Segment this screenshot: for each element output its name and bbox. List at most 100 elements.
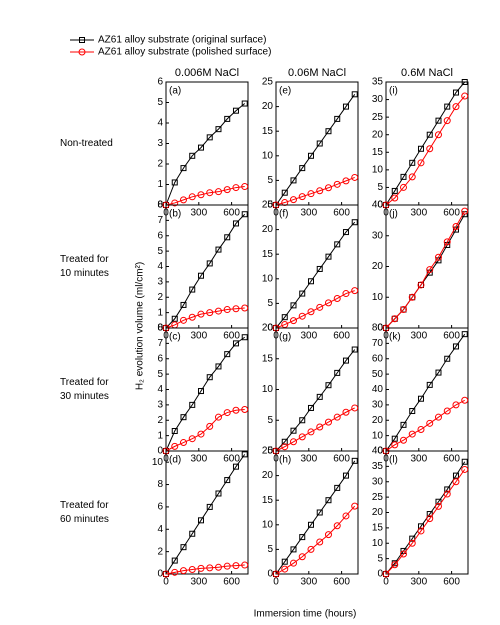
marker xyxy=(333,522,341,530)
marker xyxy=(214,413,222,421)
y-tick-label: 0 xyxy=(267,200,273,211)
marker xyxy=(206,309,214,317)
y-tick-label: 10 xyxy=(372,538,384,549)
marker xyxy=(434,502,442,510)
column-title: 0.06M NaCl xyxy=(288,67,346,79)
y-tick-label: 5 xyxy=(267,298,273,309)
marker xyxy=(417,159,425,167)
x-tick-label: 600 xyxy=(333,208,350,219)
marker xyxy=(214,307,222,315)
series-line xyxy=(165,564,245,575)
series-line xyxy=(385,95,466,206)
marker xyxy=(324,531,332,539)
marker xyxy=(426,145,434,153)
marker xyxy=(417,145,424,152)
marker xyxy=(334,241,341,248)
series-line xyxy=(385,333,466,452)
marker xyxy=(461,458,468,465)
y-tick-label: 6 xyxy=(157,502,163,513)
marker xyxy=(188,193,196,201)
y-tick-label: 80 xyxy=(372,323,384,334)
marker xyxy=(333,413,341,421)
marker xyxy=(452,89,459,96)
y-tick-label: 10 xyxy=(372,164,384,175)
marker xyxy=(391,435,398,442)
marker xyxy=(171,557,178,564)
marker xyxy=(215,363,222,370)
y-tick-label: 3 xyxy=(157,400,163,411)
marker xyxy=(333,180,341,188)
y-tick-label: 8 xyxy=(157,323,163,334)
y-tick-label: 5 xyxy=(267,175,273,186)
marker xyxy=(461,207,469,215)
panel: 0 2 4 6 8 10 0 300 600 (d) xyxy=(152,450,249,588)
y-tick-label: 15 xyxy=(262,353,274,364)
marker xyxy=(452,478,460,486)
marker xyxy=(197,388,204,395)
marker xyxy=(289,559,297,567)
marker xyxy=(417,425,425,433)
series-line xyxy=(275,221,356,329)
series-line xyxy=(165,307,245,329)
x-tick-label: 300 xyxy=(300,577,317,588)
y-tick-label: 10 xyxy=(262,519,274,530)
panel-label: (i) xyxy=(389,86,398,97)
marker xyxy=(351,91,358,98)
marker xyxy=(351,287,359,295)
marker xyxy=(342,103,349,110)
series-line xyxy=(275,460,356,575)
y-tick-label: 25 xyxy=(372,492,384,503)
y-tick-label: 35 xyxy=(372,77,384,88)
y-tick-label: 15 xyxy=(372,523,384,534)
y-tick-label: 4 xyxy=(157,118,163,129)
y-tick-label: 0 xyxy=(157,569,163,580)
series-line xyxy=(385,399,465,452)
marker xyxy=(400,421,407,428)
series-line xyxy=(165,103,246,206)
marker xyxy=(232,406,240,414)
y-tick-label: 7 xyxy=(157,338,163,349)
marker xyxy=(232,562,240,570)
y-tick-label: 0 xyxy=(157,446,163,457)
y-tick-label: 0 xyxy=(377,569,383,580)
marker xyxy=(452,472,459,479)
marker xyxy=(391,315,399,323)
marker xyxy=(409,408,416,415)
marker xyxy=(434,253,442,261)
marker xyxy=(241,304,249,312)
marker xyxy=(408,293,416,301)
x-tick-label: 600 xyxy=(223,208,240,219)
series-line xyxy=(165,336,246,452)
x-tick-label: 300 xyxy=(410,454,427,465)
y-tick-label: 10 xyxy=(372,430,384,441)
y-tick-label: 6 xyxy=(157,230,163,241)
marker xyxy=(171,315,178,322)
marker xyxy=(241,211,248,218)
plot-frame xyxy=(165,450,249,575)
y-tick-label: 0 xyxy=(377,446,383,457)
marker xyxy=(299,165,306,172)
series-line xyxy=(275,176,355,206)
marker xyxy=(342,357,349,364)
marker xyxy=(281,443,289,451)
y-tick-label: 10 xyxy=(262,273,274,284)
marker xyxy=(408,173,416,181)
y-tick-label: 5 xyxy=(267,415,273,426)
marker xyxy=(241,100,248,107)
panel-label: (j) xyxy=(389,209,398,220)
marker xyxy=(351,457,358,464)
marker xyxy=(426,419,434,427)
y-tick-label: 25 xyxy=(262,77,274,88)
marker xyxy=(232,220,239,227)
series-line xyxy=(275,290,355,329)
x-tick-label: 300 xyxy=(190,331,207,342)
y-tick-label: 5 xyxy=(377,553,383,564)
marker xyxy=(324,418,332,426)
marker xyxy=(461,465,469,473)
marker xyxy=(342,177,350,185)
marker xyxy=(391,561,399,569)
marker xyxy=(391,187,398,194)
y-tick-label: 10 xyxy=(262,150,274,161)
